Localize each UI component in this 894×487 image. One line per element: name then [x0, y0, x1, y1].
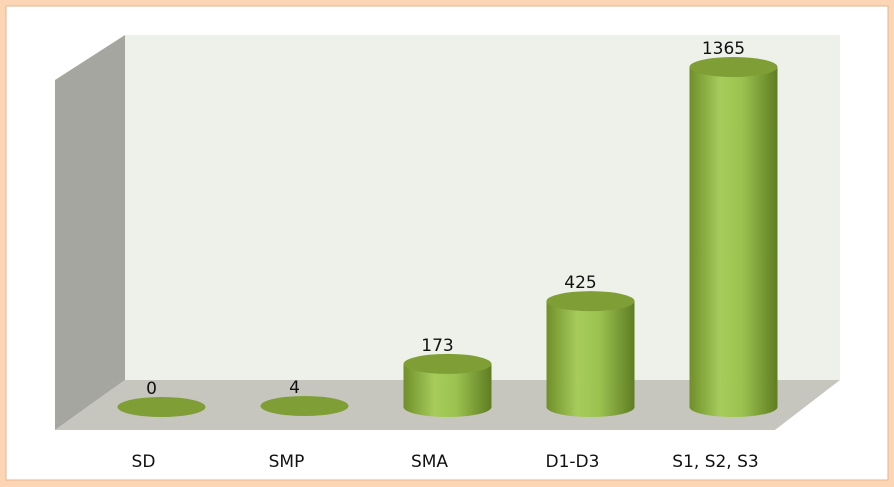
x-tick-label: SMP — [269, 452, 305, 472]
bar-top — [546, 291, 635, 312]
bar-top — [689, 57, 778, 77]
value-label: 425 — [564, 273, 596, 293]
bar-top — [117, 397, 206, 417]
side-wall — [55, 35, 125, 430]
bar — [403, 363, 492, 417]
x-tick-label: SD — [132, 452, 156, 472]
value-label: 0 — [146, 379, 157, 399]
x-tick-label: SMA — [411, 452, 448, 472]
back-wall — [125, 35, 840, 380]
x-tick-label: S1, S2, S3 — [672, 452, 758, 472]
value-label: 173 — [421, 336, 453, 356]
bar-top — [260, 396, 349, 417]
bar — [689, 67, 778, 417]
value-label: 4 — [289, 378, 300, 398]
value-label: 1365 — [702, 39, 745, 59]
bar-top — [403, 353, 492, 374]
bar — [546, 301, 635, 417]
x-tick-label: D1-D3 — [546, 452, 600, 472]
